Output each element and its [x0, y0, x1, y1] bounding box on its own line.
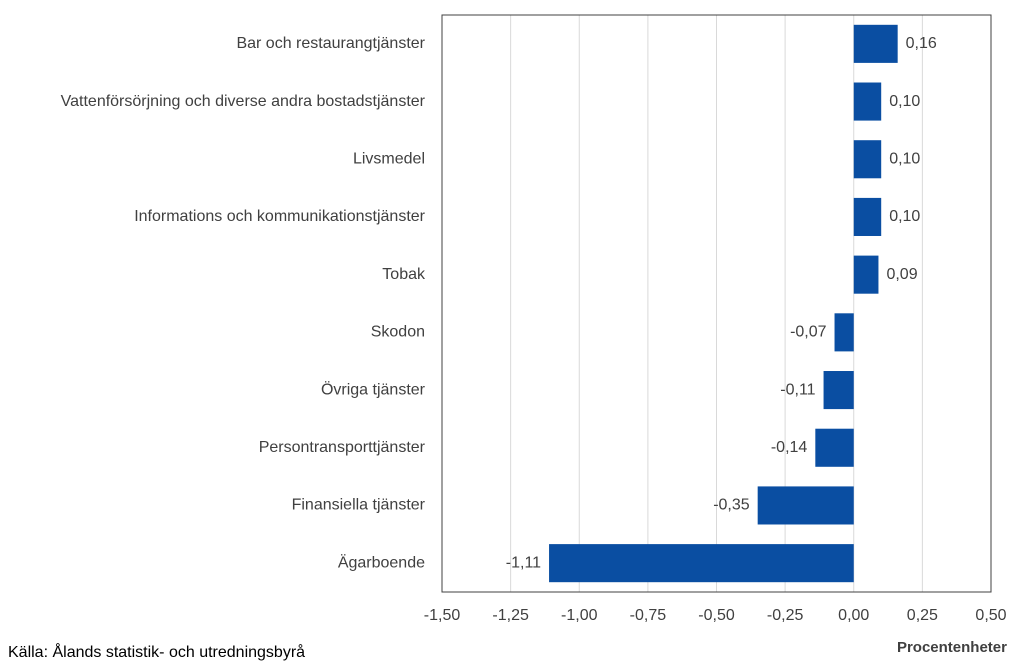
data-label: -0,14 [771, 439, 808, 456]
bar [549, 544, 854, 583]
y-tick-label: Ägarboende [338, 553, 425, 571]
bar [853, 82, 882, 121]
y-tick-label: Finansiella tjänster [292, 497, 426, 514]
x-tick-label: -1,25 [492, 607, 529, 624]
data-label: 0,09 [886, 266, 917, 283]
data-label: -1,11 [506, 554, 541, 571]
bar [815, 428, 854, 467]
y-tick-label: Livsmedel [353, 150, 425, 167]
x-tick-label: -0,50 [698, 607, 735, 624]
data-label: 0,10 [889, 93, 920, 110]
y-tick-label: Persontransporttjänster [259, 439, 426, 456]
x-tick-label: -1,00 [561, 607, 598, 624]
source-note: Källa: Ålands statistik- och utredningsb… [8, 642, 305, 661]
data-label: -0,35 [713, 497, 750, 514]
y-tick-label: Informations och kommunikationstjänster [134, 208, 425, 225]
y-tick-label: Bar och restaurangtjänster [236, 35, 425, 52]
x-tick-label: 0,25 [907, 607, 938, 624]
x-axis-label: Procentenheter [897, 639, 1007, 656]
bar [853, 24, 898, 63]
x-tick-label: -1,50 [424, 607, 461, 624]
y-tick-label: Vattenförsörjning och diverse andra bost… [61, 93, 426, 110]
x-tick-label: 0,50 [975, 607, 1006, 624]
data-label: 0,10 [889, 150, 920, 167]
x-tick-label: 0,00 [838, 607, 869, 624]
x-tick-label: -0,75 [630, 607, 667, 624]
data-label: 0,16 [906, 35, 937, 52]
plot-border [441, 14, 992, 593]
data-label: -0,07 [790, 324, 827, 341]
x-tick-label: -0,25 [767, 607, 804, 624]
y-tick-label: Skodon [371, 324, 425, 341]
y-tick-label: Övriga tjänster [321, 380, 426, 398]
bar [853, 197, 882, 236]
bar [853, 255, 879, 294]
bar [853, 140, 882, 179]
data-label: 0,10 [889, 208, 920, 225]
data-label: -0,11 [780, 381, 815, 398]
y-tick-label: Tobak [382, 266, 426, 283]
bar [757, 486, 854, 525]
bar [834, 313, 854, 352]
bar [823, 371, 854, 410]
